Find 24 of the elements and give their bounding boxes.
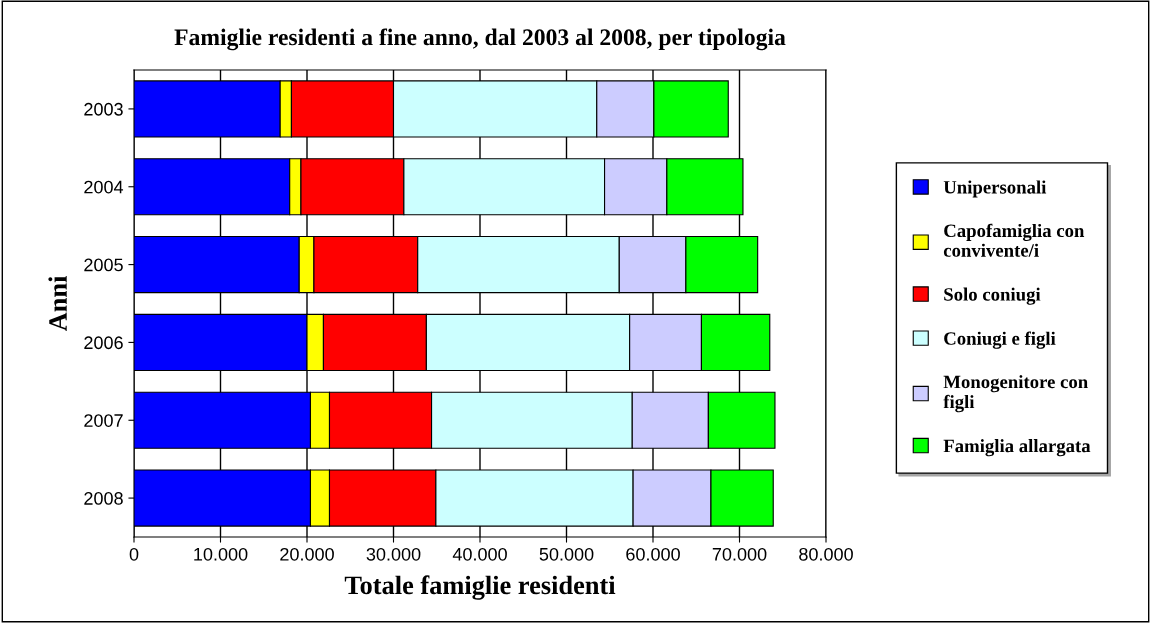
- x-tick-label: 40.000: [452, 547, 507, 561]
- x-tick-label: 80.000: [799, 547, 853, 561]
- x-tick-label: 20.000: [280, 547, 334, 561]
- y-tick-label: 2005: [84, 258, 123, 272]
- y-tick-label: 2008: [84, 492, 123, 505]
- legend-label: Famiglia allargata: [943, 439, 1091, 457]
- x-tick-label: 30.000: [366, 547, 421, 561]
- x-tick-label: 0: [129, 547, 139, 561]
- x-tick-label: 10.000: [194, 547, 248, 561]
- y-tick-label: 2006: [84, 336, 123, 350]
- chart-title: Famiglie residenti a fine anno, dal 2003 al 2008, per tipologia: [174, 28, 786, 51]
- x-tick-label: 60.000: [626, 547, 680, 561]
- x-axis-title: Totale famiglie residenti: [344, 575, 616, 600]
- x-tick-label: 50.000: [539, 547, 594, 561]
- legend-label: Unipersonali: [943, 180, 1047, 198]
- y-tick-label: 2004: [84, 180, 124, 194]
- y-tick-label: 2003: [84, 102, 123, 116]
- x-tick-label: 70.000: [712, 547, 767, 561]
- legend-label: Solo coniugi: [944, 287, 1041, 305]
- legend-label: Coniugi e figli: [944, 331, 1056, 349]
- y-tick-label: 2007: [84, 414, 123, 427]
- legend-label: Monogenitore con figli: [943, 375, 1088, 413]
- y-axis-title: Anni: [48, 276, 67, 332]
- legend-label: Capofamiglia con convivente/i: [943, 223, 1085, 257]
